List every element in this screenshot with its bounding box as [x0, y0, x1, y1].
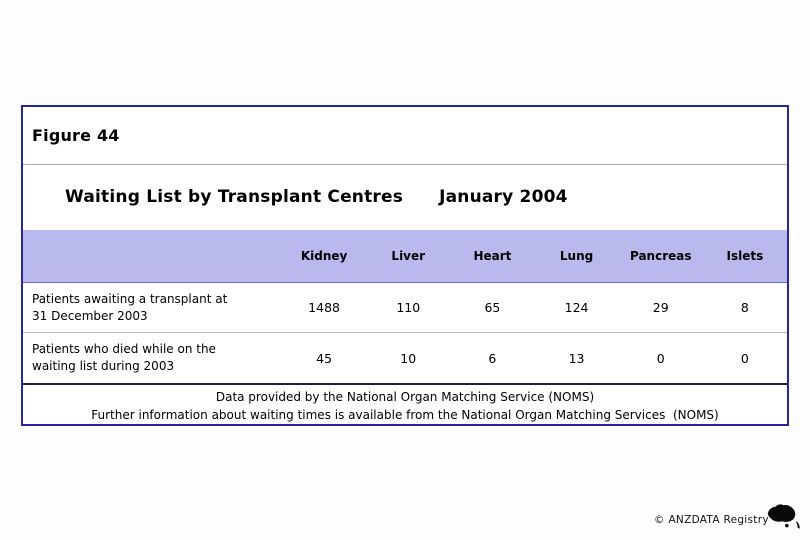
column-header-heart: Heart	[473, 248, 512, 263]
australia-nz-map-icon	[767, 504, 800, 529]
cell-awaiting-heart: 65	[484, 300, 501, 316]
figure-title-section: Waiting List by Transplant Centres Janua…	[23, 165, 787, 230]
column-header-islets: Islets	[726, 248, 764, 263]
column-header-kidney: Kidney	[300, 248, 348, 263]
cell-awaiting-islets: 8	[740, 300, 749, 316]
table-row: Patients who died while on the waiting l…	[23, 333, 787, 383]
cell-awaiting-pancreas: 29	[652, 300, 669, 316]
figure-number-section: Figure 44	[23, 107, 787, 165]
cell-died-lung: 13	[568, 350, 585, 366]
cell-died-islets: 0	[740, 350, 749, 366]
copyright-text: © ANZDATA Registry	[654, 514, 769, 526]
figure-number: Figure 44	[32, 125, 120, 145]
column-header-pancreas: Pancreas	[629, 248, 692, 263]
source-note-line2: Further information about waiting times …	[91, 408, 719, 423]
figure-box: Figure 44 Waiting List by Transplant Cen…	[21, 105, 789, 426]
source-note-section: Data provided by the National Organ Matc…	[23, 383, 787, 424]
column-header-liver: Liver	[391, 248, 426, 263]
figure-title: Waiting List by Transplant Centres	[65, 187, 404, 208]
source-note-line1: Data provided by the National Organ Matc…	[215, 390, 595, 405]
cell-awaiting-liver: 110	[396, 300, 421, 316]
row-label-died: Patients who died while on the waiting l…	[32, 342, 216, 374]
figure-title-date: January 2004	[439, 187, 568, 208]
table-row: Patients awaiting a transplant at 31 Dec…	[23, 283, 787, 334]
cell-died-liver: 10	[400, 350, 417, 366]
cell-awaiting-lung: 124	[564, 300, 589, 316]
cell-awaiting-kidney: 1488	[308, 300, 340, 316]
cell-died-kidney: 45	[316, 350, 333, 366]
table-header-row: Kidney Liver Heart Lung Pancreas Islets	[23, 229, 787, 284]
cell-died-heart: 6	[488, 350, 497, 366]
row-label-awaiting: Patients awaiting a transplant at 31 Dec…	[32, 291, 228, 323]
column-header-lung: Lung	[559, 248, 594, 263]
cell-died-pancreas: 0	[656, 350, 665, 366]
